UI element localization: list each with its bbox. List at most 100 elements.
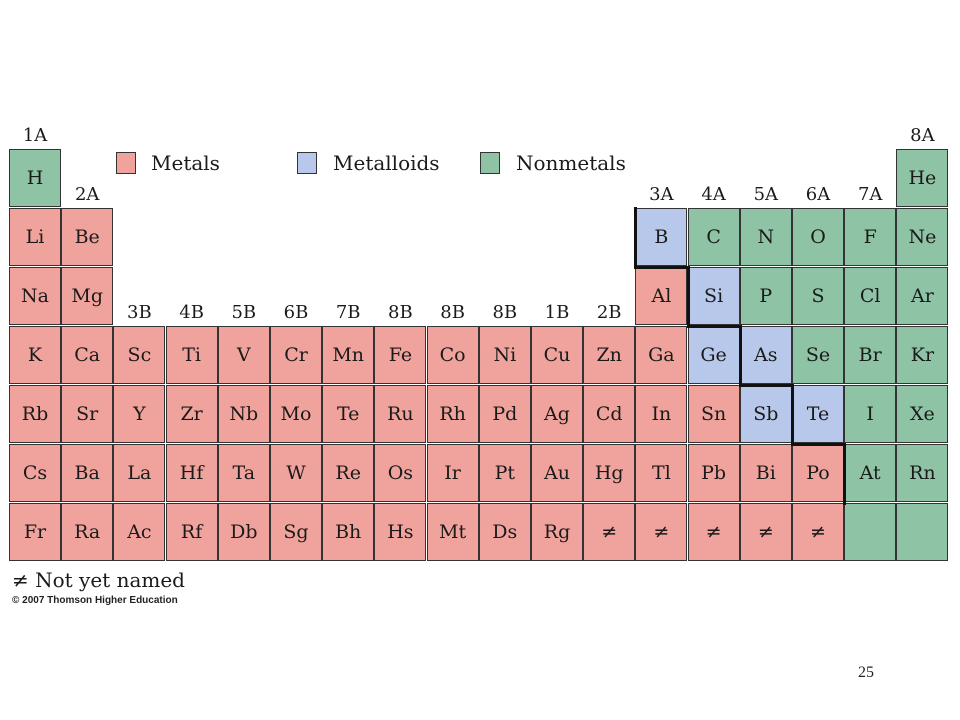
element-nb: Nb — [217, 385, 270, 443]
metal-nonmetal-boundary — [686, 325, 742, 328]
element-kr: Kr — [896, 326, 949, 384]
element-rh: Rh — [426, 385, 479, 443]
element-rb: Rb — [9, 385, 61, 443]
element-p: P — [739, 267, 792, 325]
element-po: Po — [792, 444, 844, 502]
element-y: Y — [113, 385, 166, 443]
element-v: V — [217, 326, 270, 384]
element-ni: Ni — [478, 326, 531, 384]
metal-nonmetal-boundary — [843, 443, 847, 505]
group-label-5b: 5B — [231, 302, 257, 323]
element-hf: Hf — [165, 444, 218, 502]
group-label-5a: 5A — [753, 184, 779, 205]
element-se: Se — [792, 326, 844, 384]
element-db: Db — [217, 503, 270, 561]
element-rg: Rg — [531, 503, 583, 561]
group-label-8a: 8A — [910, 125, 935, 146]
element-n: N — [739, 208, 792, 266]
element-cd: Cd — [583, 385, 636, 443]
element-mg: Mg — [61, 267, 114, 325]
element-b: B — [635, 208, 688, 266]
element-au: Au — [531, 444, 583, 502]
element-mt: Mt — [426, 503, 479, 561]
element-in: In — [635, 385, 688, 443]
element-be: Be — [61, 208, 114, 266]
group-label-7b: 7B — [335, 302, 361, 323]
element-os: Os — [374, 444, 427, 502]
element-hs: Hs — [374, 503, 427, 561]
element-ta: Ta — [217, 444, 270, 502]
page-number: 25 — [858, 664, 874, 681]
element-hg: Hg — [583, 444, 636, 502]
element-c: C — [687, 208, 740, 266]
metal-nonmetal-boundary — [738, 384, 794, 387]
element-at: At — [844, 444, 897, 502]
group-label-3b: 3B — [127, 302, 152, 323]
element-i: I — [844, 385, 897, 443]
empty-cell — [844, 503, 897, 561]
element-xe: Xe — [896, 385, 949, 443]
element-pb: Pb — [687, 444, 740, 502]
element-sc: Sc — [113, 326, 166, 384]
empty-cell — [896, 503, 949, 561]
element-zn: Zn — [583, 326, 636, 384]
group-label-8b: 8B — [440, 302, 465, 323]
metal-nonmetal-boundary — [634, 207, 638, 269]
unnamed-element-cell: ≠ — [635, 503, 688, 561]
element-si: Si — [687, 267, 740, 325]
element-mn: Mn — [322, 326, 375, 384]
legend-swatch-nonmetal — [480, 152, 500, 174]
element-f: F — [844, 208, 897, 266]
element-sr: Sr — [61, 385, 114, 443]
unnamed-element-cell: ≠ — [739, 503, 792, 561]
footnote-not-yet-named: ≠ Not yet named — [12, 568, 185, 592]
element-co: Co — [426, 326, 479, 384]
element-ti: Ti — [165, 326, 218, 384]
copyright-notice: © 2007 Thomson Higher Education — [12, 595, 178, 606]
element-ga: Ga — [635, 326, 688, 384]
element-na: Na — [9, 267, 61, 325]
unnamed-element-cell: ≠ — [583, 503, 636, 561]
element-ge: Ge — [687, 326, 740, 384]
metal-nonmetal-boundary — [738, 325, 742, 387]
element-br: Br — [844, 326, 897, 384]
element-rf: Rf — [165, 503, 218, 561]
element-la: La — [113, 444, 166, 502]
element-te: Te — [322, 385, 375, 443]
element-s: S — [792, 267, 844, 325]
element-sn: Sn — [687, 385, 740, 443]
element-w: W — [270, 444, 322, 502]
group-label-4a: 4A — [701, 184, 726, 205]
element-fr: Fr — [9, 503, 61, 561]
element-fe: Fe — [374, 326, 427, 384]
element-ag: Ag — [531, 385, 583, 443]
metal-nonmetal-boundary — [634, 266, 690, 269]
element-ne: Ne — [896, 208, 949, 266]
element-pt: Pt — [478, 444, 531, 502]
metal-nonmetal-boundary — [634, 207, 637, 209]
legend-label-metal: Metals — [151, 151, 220, 175]
metal-nonmetal-boundary — [791, 443, 847, 446]
element-ba: Ba — [61, 444, 114, 502]
element-cu: Cu — [531, 326, 583, 384]
group-label-3a: 3A — [649, 184, 674, 205]
element-o: O — [792, 208, 844, 266]
element-tl: Tl — [635, 444, 688, 502]
element-sg: Sg — [270, 503, 322, 561]
element-cr: Cr — [270, 326, 322, 384]
group-label-2b: 2B — [596, 302, 622, 323]
element-pd: Pd — [478, 385, 531, 443]
group-label-7a: 7A — [857, 184, 883, 205]
element-ar: Ar — [896, 267, 949, 325]
legend-label-nonmetal: Nonmetals — [516, 151, 626, 175]
group-label-6b: 6B — [283, 302, 309, 323]
element-al: Al — [635, 267, 688, 325]
element-sb: Sb — [739, 385, 792, 443]
element-mo: Mo — [270, 385, 322, 443]
group-label-4b: 4B — [179, 302, 204, 323]
element-li: Li — [9, 208, 61, 266]
element-re: Re — [322, 444, 375, 502]
metal-nonmetal-boundary — [686, 266, 690, 328]
element-as: As — [739, 326, 792, 384]
